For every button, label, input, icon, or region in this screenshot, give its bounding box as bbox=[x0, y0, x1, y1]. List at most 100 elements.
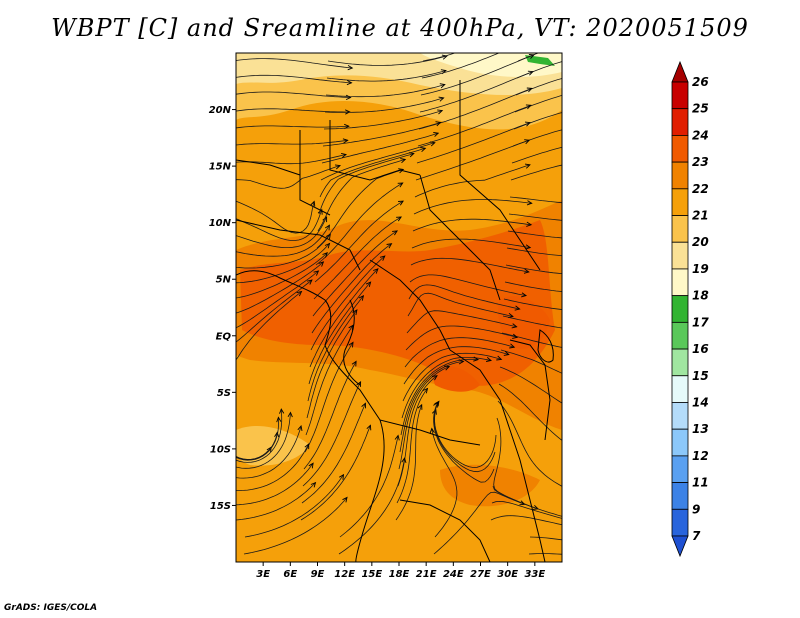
streamline bbox=[529, 536, 562, 541]
colorbar-box bbox=[671, 428, 689, 457]
streamline bbox=[236, 432, 278, 461]
streamline bbox=[506, 247, 562, 257]
streamline-arrow bbox=[429, 141, 436, 147]
streamline-arrow bbox=[599, 423, 604, 427]
streamline bbox=[301, 403, 366, 504]
streamline bbox=[325, 84, 445, 98]
colorbar-box bbox=[671, 375, 689, 403]
streamline bbox=[431, 428, 458, 538]
streamline-arrow bbox=[620, 292, 625, 296]
colorbar-box bbox=[671, 161, 689, 190]
map-title: WBPT [C] and Sreamline at 400hPa, VT: 20… bbox=[51, 14, 749, 42]
streamline bbox=[401, 357, 492, 419]
streamline bbox=[339, 435, 399, 538]
streamline bbox=[399, 361, 464, 453]
streamline-arrow bbox=[276, 416, 282, 423]
streamline bbox=[310, 255, 386, 351]
streamline-arrow bbox=[473, 356, 480, 362]
colorbar-box bbox=[671, 268, 689, 297]
streamline bbox=[516, 61, 562, 79]
streamline-arrow bbox=[628, 67, 633, 71]
streamline-arrow bbox=[274, 431, 280, 438]
streamline-arrow bbox=[313, 270, 320, 276]
streamline bbox=[236, 58, 353, 69]
streamline bbox=[319, 147, 426, 198]
colorbar-label: 25 bbox=[692, 102, 709, 116]
streamline bbox=[415, 139, 530, 181]
streamline-arrow bbox=[437, 109, 444, 115]
colorbar-box bbox=[671, 215, 689, 243]
lon-tick-label: 30E bbox=[497, 569, 518, 580]
streamline-arrow bbox=[420, 147, 427, 153]
colorbar-box bbox=[671, 508, 689, 537]
streamline bbox=[400, 358, 479, 436]
lat-tick-label: 20N bbox=[209, 105, 232, 116]
streamline-arrow bbox=[603, 526, 608, 530]
lat-tick-label: 15N bbox=[209, 162, 232, 173]
colorbar-label: 13 bbox=[692, 422, 709, 436]
streamline-arrow bbox=[567, 487, 572, 491]
streamline bbox=[403, 346, 509, 385]
colorbar-label: 26 bbox=[692, 75, 709, 89]
streamline-arrow bbox=[346, 80, 353, 86]
streamline-arrow bbox=[644, 550, 649, 554]
streamline bbox=[491, 500, 562, 519]
streamline bbox=[514, 94, 562, 113]
streamline bbox=[304, 342, 354, 453]
streamline-arrow bbox=[503, 350, 510, 356]
streamline bbox=[528, 553, 562, 555]
streamline-arrow bbox=[531, 21, 536, 25]
wbpt-field bbox=[236, 53, 562, 562]
streamline bbox=[236, 139, 348, 146]
streamline bbox=[306, 309, 358, 419]
streamline bbox=[503, 298, 562, 310]
streamline-arrow bbox=[361, 402, 367, 409]
colorbar-label: 21 bbox=[692, 209, 709, 223]
streamline-arrow bbox=[325, 233, 331, 240]
colorbar-label: 19 bbox=[692, 262, 709, 276]
colorbar-label: 15 bbox=[692, 369, 709, 383]
streamline-arrow bbox=[434, 400, 440, 407]
streamline-arrow bbox=[438, 96, 445, 102]
grads-credit: GrADS: IGES/COLA bbox=[4, 603, 98, 613]
streamline-arrow bbox=[511, 323, 518, 329]
colorbar-label: 24 bbox=[692, 128, 709, 142]
streamline bbox=[314, 200, 404, 283]
streamline bbox=[318, 153, 414, 215]
streamline bbox=[408, 284, 520, 310]
lon-tick-label: 27E bbox=[470, 569, 491, 580]
streamline-arrow bbox=[397, 182, 404, 188]
streamline bbox=[327, 55, 447, 66]
streamline bbox=[309, 268, 379, 368]
streamline-arrow bbox=[345, 94, 352, 101]
streamline-arrow bbox=[386, 243, 393, 249]
streamline-arrow bbox=[614, 355, 619, 359]
streamline bbox=[499, 366, 562, 404]
lat-tick-label: 10S bbox=[210, 444, 231, 455]
streamline-arrow bbox=[512, 333, 519, 339]
streamline bbox=[418, 88, 532, 130]
streamline bbox=[243, 497, 348, 555]
streamline-arrow bbox=[527, 70, 534, 76]
lon-tick-label: 12E bbox=[334, 569, 355, 580]
streamline-arrow bbox=[524, 139, 531, 145]
colorbar-box bbox=[671, 81, 689, 110]
streamline bbox=[405, 325, 518, 351]
streamline bbox=[512, 129, 562, 147]
streamline-arrow bbox=[644, 561, 649, 565]
streamline-arrow bbox=[528, 54, 535, 59]
streamline-arrow bbox=[296, 290, 303, 297]
streamline-arrow bbox=[525, 104, 532, 110]
colorbar-box bbox=[671, 135, 689, 163]
streamline-arrow bbox=[394, 434, 400, 441]
streamline bbox=[321, 132, 439, 164]
streamline-arrow bbox=[519, 500, 526, 506]
streamline bbox=[322, 122, 441, 147]
streamline-arrow bbox=[358, 294, 365, 301]
streamline-arrow bbox=[599, 524, 604, 528]
streamline-arrow bbox=[324, 242, 331, 249]
streamline-arrow bbox=[433, 401, 439, 408]
streamline-arrow bbox=[626, 102, 631, 106]
streamline-arrow bbox=[318, 261, 325, 267]
streamline-arrow bbox=[287, 411, 293, 418]
